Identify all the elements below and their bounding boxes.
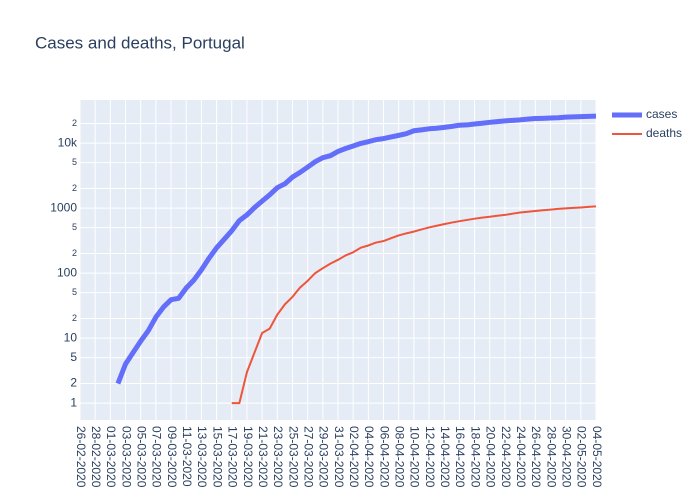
x-tick-label: 10-04-2020	[408, 426, 422, 488]
x-tick-label: 02-05-2020	[575, 426, 589, 488]
x-tick-label: 01-03-2020	[104, 426, 118, 488]
x-tick-label: 04-04-2020	[362, 426, 376, 488]
x-tick-label: 13-03-2020	[195, 426, 209, 488]
x-tick-label: 06-04-2020	[377, 426, 391, 488]
x-tick-label: 19-03-2020	[241, 426, 255, 488]
y-tick-label: 5	[72, 157, 77, 167]
x-tick-label: 20-04-2020	[484, 426, 498, 488]
legend-label: cases	[646, 107, 677, 121]
series-line	[231, 205, 596, 405]
y-tick-label: 10	[64, 330, 78, 344]
x-tick-label: 26-04-2020	[529, 426, 543, 488]
y-tick-label: 2	[72, 118, 77, 128]
y-tick-label: 1000	[50, 200, 77, 214]
x-tick-label: 08-04-2020	[393, 426, 407, 488]
x-tick-label: 07-03-2020	[150, 426, 164, 488]
y-tick-label: 1	[70, 395, 77, 409]
legend-label: deaths	[646, 126, 682, 140]
x-tick-label: 02-04-2020	[347, 426, 361, 488]
y-tick-label: 2	[72, 248, 77, 258]
x-tick-label: 26-02-2020	[74, 426, 88, 488]
x-tick-label: 14-04-2020	[438, 426, 452, 488]
x-tick-label: 22-04-2020	[499, 426, 513, 488]
chart-title: Cases and deaths, Portugal	[35, 33, 245, 52]
y-tick-label: 2	[72, 183, 77, 193]
x-tick-label: 28-04-2020	[544, 426, 558, 488]
x-tick-label: 03-03-2020	[119, 426, 133, 488]
x-tick-label: 15-03-2020	[210, 426, 224, 488]
x-tick-label: 16-04-2020	[453, 426, 467, 488]
x-tick-label: 29-03-2020	[317, 426, 331, 488]
x-tick-label: 21-03-2020	[256, 426, 270, 488]
x-tick-label: 30-04-2020	[559, 426, 573, 488]
y-tick-label: 10k	[58, 135, 78, 149]
y-tick-label: 5	[72, 222, 77, 232]
y-tick-label: 100	[57, 265, 77, 279]
x-tick-label: 23-03-2020	[271, 426, 285, 488]
y-tick-label: 2	[70, 376, 77, 390]
x-tick-label: 12-04-2020	[423, 426, 437, 488]
x-tick-label: 04-05-2020	[590, 426, 604, 488]
x-tick-label: 11-03-2020	[180, 426, 194, 487]
x-tick-label: 24-04-2020	[514, 426, 528, 488]
x-tick-label: 09-03-2020	[165, 426, 179, 488]
x-tick-label: 31-03-2020	[332, 426, 346, 488]
y-tick-label: 5	[72, 287, 77, 297]
x-tick-label: 25-03-2020	[286, 426, 300, 488]
x-tick-label: 27-03-2020	[301, 426, 315, 488]
x-tick-label: 05-03-2020	[135, 426, 149, 488]
x-tick-label: 28-02-2020	[89, 426, 103, 488]
y-tick-label: 5	[70, 350, 77, 364]
y-tick-label: 2	[72, 313, 77, 323]
series-line	[115, 113, 596, 385]
x-tick-label: 18-04-2020	[468, 426, 482, 488]
x-tick-label: 17-03-2020	[226, 426, 240, 488]
